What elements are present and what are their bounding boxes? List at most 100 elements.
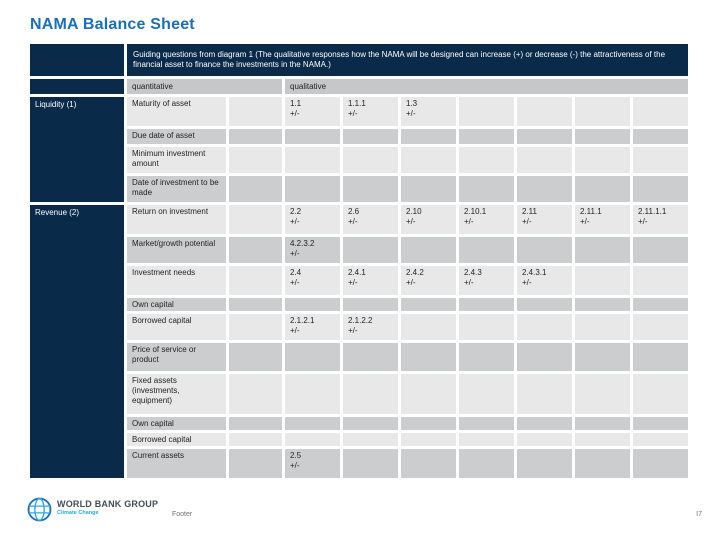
value-cell [285, 417, 340, 430]
value-suffix: +/- [290, 326, 300, 335]
page-title: NAMA Balance Sheet [30, 16, 195, 33]
row-label: Current assets [127, 449, 226, 478]
value-number: 2.10.1 [464, 207, 487, 216]
sidebar-group-1: Liquidity (1) [30, 97, 124, 202]
value-cell [517, 343, 572, 371]
value-cell [633, 176, 688, 202]
value-number: 2.11.1 [580, 207, 602, 216]
value-cell [401, 298, 456, 311]
value-suffix: +/- [348, 326, 358, 335]
value-number: 2.4 [290, 268, 302, 277]
value-cell [343, 343, 398, 371]
value-cell [575, 237, 630, 263]
value-cell: 2.4.3.1 +/- [517, 266, 572, 295]
value-number: 1.1 [290, 99, 302, 108]
value-cell [575, 298, 630, 311]
value-cell [517, 374, 572, 414]
value-cell: 2.4.3 +/- [459, 266, 514, 295]
value-cell: 2.1.2.1 +/- [285, 314, 340, 340]
empty-quant-cell [229, 433, 282, 446]
value-cell: 2.5 +/- [285, 449, 340, 478]
value-suffix: +/- [522, 217, 532, 226]
row-label: Due date of asset [127, 129, 226, 144]
row-label: Market/growth potential [127, 237, 226, 263]
empty-quant-cell [229, 129, 282, 144]
value-number: 1.1.1 [348, 99, 366, 108]
value-suffix: +/- [522, 278, 532, 287]
empty-quant-cell [229, 449, 282, 478]
value-cell [633, 129, 688, 144]
value-suffix: +/- [580, 217, 590, 226]
value-cell [459, 449, 514, 478]
value-cell: 1.1.1 +/- [343, 97, 398, 126]
row-label: Own capital [127, 417, 226, 430]
value-number: 2.10 [406, 207, 422, 216]
value-suffix: +/- [406, 217, 416, 226]
value-cell [575, 343, 630, 371]
value-cell [517, 97, 572, 126]
value-number: 4.2.3.2 [290, 239, 315, 248]
empty-quant-cell [229, 343, 282, 371]
value-cell [633, 433, 688, 446]
value-cell [401, 176, 456, 202]
globe-icon [26, 496, 53, 528]
value-cell [575, 97, 630, 126]
column-header-qualitative: qualitative [285, 79, 688, 94]
value-suffix: +/- [290, 278, 300, 287]
value-number: 2.1.2.1 [290, 316, 315, 325]
value-suffix: +/- [348, 278, 358, 287]
value-cell [459, 97, 514, 126]
value-suffix: +/- [638, 217, 648, 226]
value-cell [575, 314, 630, 340]
row-label: Borrowed capital [127, 433, 226, 446]
value-cell [575, 176, 630, 202]
value-number: 2.2 [290, 207, 302, 216]
value-cell [517, 298, 572, 311]
value-cell [517, 449, 572, 478]
row-label: Investment needs [127, 266, 226, 295]
value-cell [633, 314, 688, 340]
value-cell [285, 176, 340, 202]
empty-quant-cell [229, 374, 282, 414]
value-cell [401, 433, 456, 446]
value-cell [401, 147, 456, 173]
value-cell [401, 237, 456, 263]
value-cell [285, 129, 340, 144]
value-cell: 2.4.1 +/- [343, 266, 398, 295]
value-suffix: +/- [290, 109, 300, 118]
value-cell [343, 147, 398, 173]
value-cell [459, 129, 514, 144]
value-cell: 1.3 +/- [401, 97, 456, 126]
value-cell [575, 417, 630, 430]
value-number: 2.4.2 [406, 268, 424, 277]
value-cell [575, 266, 630, 295]
value-cell [459, 343, 514, 371]
row-label: Borrowed capital [127, 314, 226, 340]
value-cell [401, 343, 456, 371]
page-number: I7 [696, 511, 702, 518]
value-cell [459, 314, 514, 340]
value-cell [575, 147, 630, 173]
value-suffix: +/- [464, 278, 474, 287]
value-suffix: +/- [290, 249, 300, 258]
value-cell [633, 147, 688, 173]
value-cell [575, 433, 630, 446]
value-cell [633, 237, 688, 263]
value-number: 2.6 [348, 207, 360, 216]
value-cell [633, 97, 688, 126]
value-number: 1.3 [406, 99, 418, 108]
value-suffix: +/- [406, 109, 416, 118]
value-cell [343, 237, 398, 263]
value-cell [633, 449, 688, 478]
value-cell [401, 374, 456, 414]
value-cell [459, 433, 514, 446]
row-label: Minimum investment amount [127, 147, 226, 173]
value-cell [517, 147, 572, 173]
value-cell [517, 129, 572, 144]
value-cell: 2.4 +/- [285, 266, 340, 295]
value-suffix: +/- [406, 278, 416, 287]
value-suffix: +/- [348, 217, 358, 226]
value-cell [343, 176, 398, 202]
empty-quant-cell [229, 298, 282, 311]
value-number: 2.4.1 [348, 268, 366, 277]
